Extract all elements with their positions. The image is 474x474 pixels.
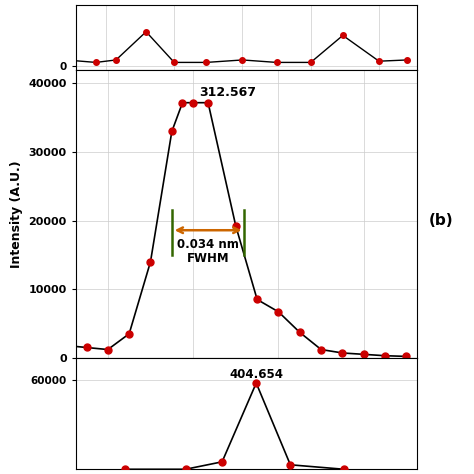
Text: FWHM: FWHM: [187, 252, 229, 265]
Text: 404.654: 404.654: [229, 368, 283, 381]
X-axis label: Wavelength (nm): Wavelength (nm): [186, 383, 307, 395]
Text: (b): (b): [429, 213, 454, 228]
Text: 0.034 nm: 0.034 nm: [177, 238, 239, 252]
X-axis label: Wavelength (nm): Wavelength (nm): [186, 91, 307, 104]
Text: 312.567: 312.567: [200, 86, 256, 99]
Y-axis label: Intensity (A.U.): Intensity (A.U.): [10, 160, 23, 268]
